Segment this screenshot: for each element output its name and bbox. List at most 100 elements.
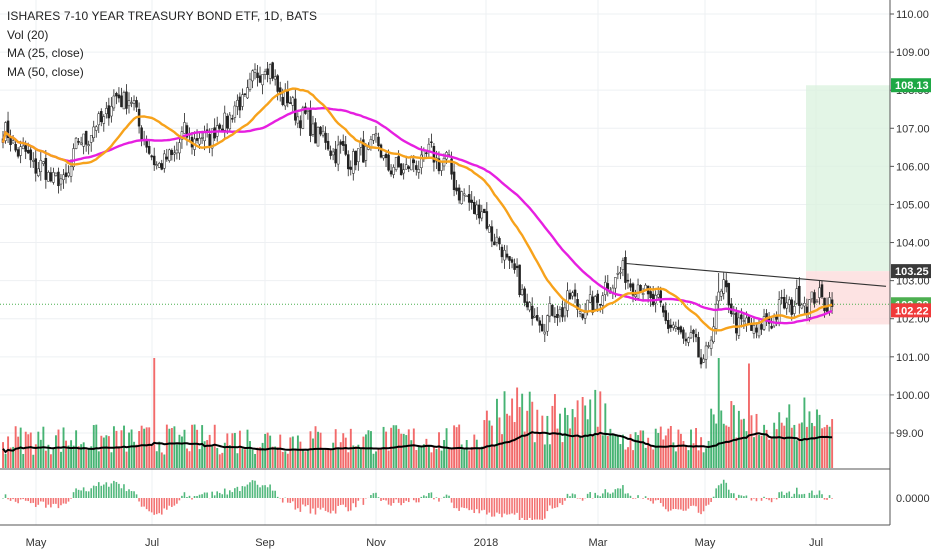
volume-bar bbox=[587, 419, 589, 468]
candle-body bbox=[299, 121, 301, 128]
legend-ma25[interactable]: MA (25, close) bbox=[7, 44, 317, 63]
y-tick-label: 101.00 bbox=[896, 352, 930, 364]
volume-bar bbox=[572, 409, 574, 468]
volume-bar bbox=[473, 435, 475, 468]
volume-bar bbox=[448, 448, 450, 468]
oscillator-bar bbox=[388, 498, 390, 505]
candle-body bbox=[282, 97, 284, 104]
volume-bar bbox=[25, 432, 27, 468]
volume-bar bbox=[257, 448, 259, 468]
oscillator-bar bbox=[730, 493, 732, 498]
volume-bar bbox=[418, 446, 420, 468]
volume-bar bbox=[441, 451, 443, 468]
volume-bar bbox=[126, 452, 128, 468]
volume-bar bbox=[179, 435, 181, 468]
legend-volume[interactable]: Vol (20) bbox=[7, 26, 317, 45]
volume-bar bbox=[83, 442, 85, 468]
candle[interactable] bbox=[483, 209, 485, 213]
oscillator-bar bbox=[683, 498, 685, 511]
candle[interactable] bbox=[594, 295, 596, 311]
volume-bar bbox=[569, 428, 571, 468]
candle[interactable] bbox=[47, 170, 49, 181]
oscillator-bar bbox=[244, 486, 246, 498]
x-tick-label: Sep bbox=[255, 537, 275, 549]
volume-bar bbox=[252, 450, 254, 468]
oscillator-bar bbox=[194, 496, 196, 498]
x-tick-label: Mar bbox=[589, 537, 608, 549]
volume-bar bbox=[362, 437, 364, 468]
candle-body bbox=[761, 324, 763, 329]
candle[interactable] bbox=[466, 196, 468, 197]
oscillator-bar bbox=[302, 498, 304, 505]
oscillator-bar bbox=[88, 491, 90, 498]
oscillator-bar bbox=[395, 498, 397, 499]
volume-bar bbox=[146, 427, 148, 468]
oscillator-bar bbox=[463, 498, 465, 508]
legend-ma50[interactable]: MA (50, close) bbox=[7, 63, 317, 82]
volume-bar bbox=[635, 432, 637, 468]
candle[interactable] bbox=[75, 137, 77, 149]
volume-bar bbox=[650, 445, 652, 468]
volume-bar bbox=[677, 430, 679, 468]
oscillator-bar bbox=[257, 485, 259, 498]
candle[interactable] bbox=[461, 191, 463, 205]
volume-bar bbox=[141, 426, 143, 468]
candle-body bbox=[395, 157, 397, 169]
volume-bar bbox=[37, 432, 39, 468]
oscillator-bar bbox=[262, 485, 264, 498]
volume-bar bbox=[753, 437, 755, 468]
x-tick-label: May bbox=[26, 537, 47, 549]
candle-body bbox=[372, 134, 374, 140]
candle[interactable] bbox=[168, 149, 170, 163]
volume-bar bbox=[342, 433, 344, 468]
candle[interactable] bbox=[123, 91, 125, 110]
candle-body bbox=[526, 302, 528, 307]
candle-body bbox=[582, 314, 584, 318]
oscillator-bar bbox=[438, 498, 440, 502]
candle[interactable] bbox=[519, 264, 521, 297]
candle-body bbox=[37, 169, 39, 176]
candle-body bbox=[619, 272, 621, 273]
candle[interactable] bbox=[400, 163, 402, 176]
oscillator-bar bbox=[489, 498, 491, 513]
oscillator-bar bbox=[791, 497, 793, 498]
candle-body bbox=[541, 324, 543, 331]
candle[interactable] bbox=[551, 304, 553, 316]
candle-body bbox=[55, 173, 57, 176]
candle[interactable] bbox=[395, 157, 397, 171]
candle[interactable] bbox=[229, 112, 231, 132]
oscillator-bar bbox=[635, 498, 637, 499]
oscillator-bar bbox=[259, 487, 261, 498]
volume-bar bbox=[551, 406, 553, 468]
candle-body bbox=[405, 165, 407, 170]
oscillator-bar bbox=[486, 498, 488, 515]
volume-bar bbox=[748, 364, 750, 469]
oscillator-bar bbox=[204, 492, 206, 498]
candle[interactable] bbox=[380, 144, 382, 159]
candle-body bbox=[25, 145, 27, 152]
y-tick-label: 104.00 bbox=[896, 238, 930, 250]
candle-body bbox=[755, 328, 757, 332]
volume-bar bbox=[153, 358, 155, 468]
volume-bar bbox=[506, 414, 508, 468]
volume-bar bbox=[131, 429, 133, 468]
oscillator-bar bbox=[778, 492, 780, 498]
candle-body bbox=[219, 125, 221, 129]
oscillator-bar bbox=[98, 482, 100, 498]
oscillator-bar bbox=[650, 498, 652, 501]
volume-bar bbox=[302, 449, 304, 468]
oscillator-bar bbox=[307, 498, 309, 505]
candle-body bbox=[723, 280, 725, 294]
candle-body bbox=[559, 309, 561, 316]
oscillator-bar bbox=[380, 498, 382, 501]
oscillator-bar bbox=[133, 491, 135, 498]
volume-bar bbox=[413, 429, 415, 468]
oscillator-bar bbox=[85, 491, 87, 498]
volume-bar bbox=[436, 449, 438, 468]
y-tick-label: 99.00 bbox=[896, 428, 924, 440]
candle[interactable] bbox=[317, 126, 319, 146]
candle-body bbox=[50, 173, 52, 182]
candle-body bbox=[287, 90, 289, 103]
